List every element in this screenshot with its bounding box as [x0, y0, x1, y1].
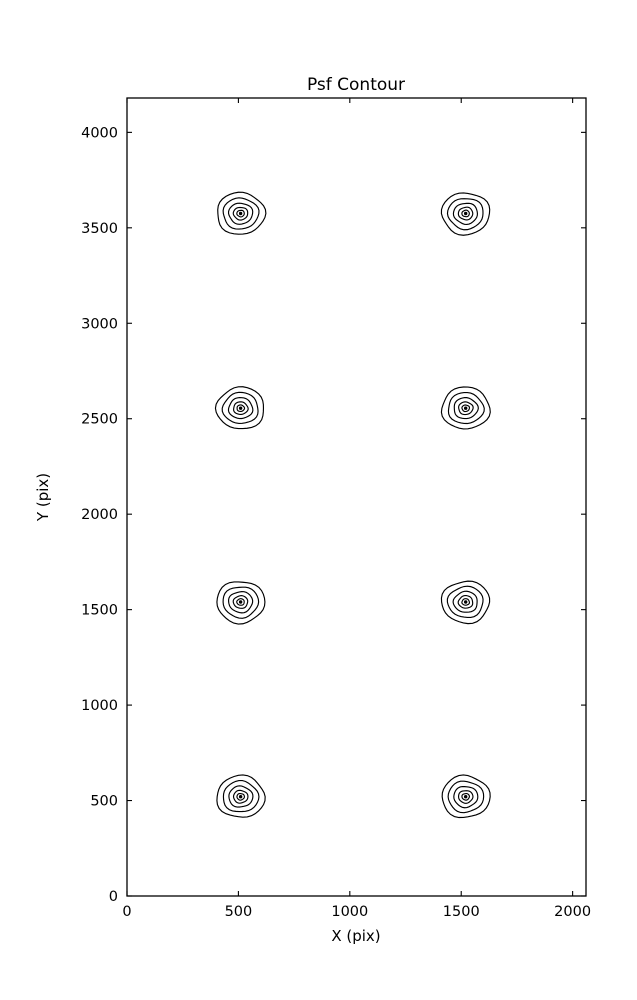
contour-level-4: [236, 404, 246, 412]
contour-level-4: [461, 598, 471, 606]
contour-level-4: [236, 209, 245, 218]
x-tick-label: 1500: [443, 904, 480, 920]
x-tick-label: 0: [122, 904, 131, 920]
contour-level-0: [217, 191, 267, 235]
y-tick-label: 4000: [81, 125, 118, 141]
psf-centroid: [238, 795, 243, 799]
contour-level-3: [233, 401, 249, 416]
contour-level-1: [447, 391, 485, 425]
y-tick-label: 2500: [81, 412, 118, 428]
contour-level-3: [457, 594, 474, 609]
contour-level-1: [222, 197, 260, 230]
x-axis-label: X (pix): [331, 927, 380, 945]
psf-centroid: [238, 600, 243, 604]
page-title: Psf Contour: [307, 75, 405, 95]
contour-level-2: [452, 202, 478, 226]
psf-centroid: [463, 406, 468, 410]
contour-level-2: [453, 786, 479, 809]
contour-level-2: [227, 397, 254, 420]
contour-level-3: [232, 206, 249, 221]
psf-centroid: [463, 795, 468, 799]
psf-centroid: [238, 211, 243, 216]
y-axis-ticks: 0 500 1000 1500 2000 2500 3000 3500 4000: [81, 125, 586, 905]
contour-level-1: [446, 198, 484, 231]
contour-level-4: [236, 792, 245, 801]
x-tick-label: 500: [225, 904, 253, 920]
y-tick-label: 500: [90, 794, 118, 810]
contour-level-2: [453, 397, 479, 420]
contour-level-2: [227, 591, 254, 614]
psf-centroid: [463, 600, 468, 604]
psf-contour-source: [216, 581, 266, 625]
contour-level-1: [222, 779, 260, 813]
psf-contour-source: [216, 774, 266, 818]
y-tick-label: 3000: [81, 316, 118, 332]
contour-level-1: [447, 780, 485, 814]
contour-level-0: [214, 386, 265, 430]
x-axis-ticks: 0 500 1000 1500 2000: [122, 98, 591, 920]
contour-level-4: [461, 404, 471, 413]
contour-level-1: [221, 391, 259, 425]
contour-level-2: [228, 785, 254, 808]
contour-level-0: [441, 774, 491, 819]
psf-contour-source: [440, 580, 491, 625]
contour-level-4: [461, 792, 470, 801]
psf-contour-source: [441, 774, 491, 819]
contour-level-3: [232, 789, 249, 804]
psf-contour-source: [440, 386, 491, 430]
contour-level-4: [461, 209, 470, 218]
y-tick-label: 0: [109, 889, 118, 905]
contour-level-0: [216, 581, 266, 625]
contour-level-0: [440, 386, 491, 430]
contour-level-3: [457, 206, 474, 221]
psf-contour-source: [440, 192, 491, 236]
y-tick-label: 1000: [81, 698, 118, 714]
y-axis-label: Y (pix): [34, 473, 52, 522]
x-tick-label: 1000: [331, 904, 368, 920]
psf-centroid: [238, 406, 243, 410]
contour-level-1: [222, 586, 260, 619]
contour-level-3: [458, 401, 474, 416]
y-tick-label: 1500: [81, 603, 118, 619]
contour-level-0: [440, 192, 491, 236]
y-tick-label: 3500: [81, 221, 118, 237]
psf-contour-source: [214, 386, 265, 430]
contour-level-4: [236, 598, 245, 606]
axes-frame: [126, 97, 587, 897]
psf-centroid: [463, 211, 468, 216]
psf-contour-source: [217, 191, 267, 235]
y-tick-label: 2000: [81, 507, 118, 523]
contour-level-0: [216, 774, 266, 818]
plot-background: [127, 98, 586, 896]
contour-level-2: [227, 202, 254, 225]
contour-level-2: [452, 590, 478, 613]
contour-level-1: [446, 585, 484, 619]
contour-level-3: [232, 595, 249, 609]
contour-series: [214, 191, 491, 819]
contour-level-0: [440, 580, 491, 625]
contour-level-3: [457, 790, 474, 804]
x-tick-label: 2000: [554, 904, 591, 920]
